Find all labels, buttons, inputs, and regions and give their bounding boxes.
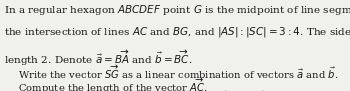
- Text: In a regular hexagon $\mathit{ABCDEF}$ point $\mathit{G}$ is the midpoint of lin: In a regular hexagon $\mathit{ABCDEF}$ p…: [4, 3, 350, 17]
- Text: Compute the angle $\varphi$ between vectors $\overrightarrow{AC}$ and $\overrigh: Compute the angle $\varphi$ between vect…: [18, 89, 270, 91]
- Text: Write the vector $\overrightarrow{SG}$ as a linear combination of vectors $\vec{: Write the vector $\overrightarrow{SG}$ a…: [18, 64, 339, 81]
- Text: the intersection of lines $\mathit{AC}$ and $\mathit{BG}$, and $|\mathit{AS}|:|\: the intersection of lines $\mathit{AC}$ …: [4, 25, 350, 39]
- Text: length 2. Denote $\vec{a}=\overrightarrow{BA}$ and $\vec{b}=\overrightarrow{BC}$: length 2. Denote $\vec{a}=\overrightarro…: [4, 48, 193, 68]
- Text: Compute the length of the vector $\overrightarrow{AC}$.: Compute the length of the vector $\overr…: [18, 77, 208, 91]
